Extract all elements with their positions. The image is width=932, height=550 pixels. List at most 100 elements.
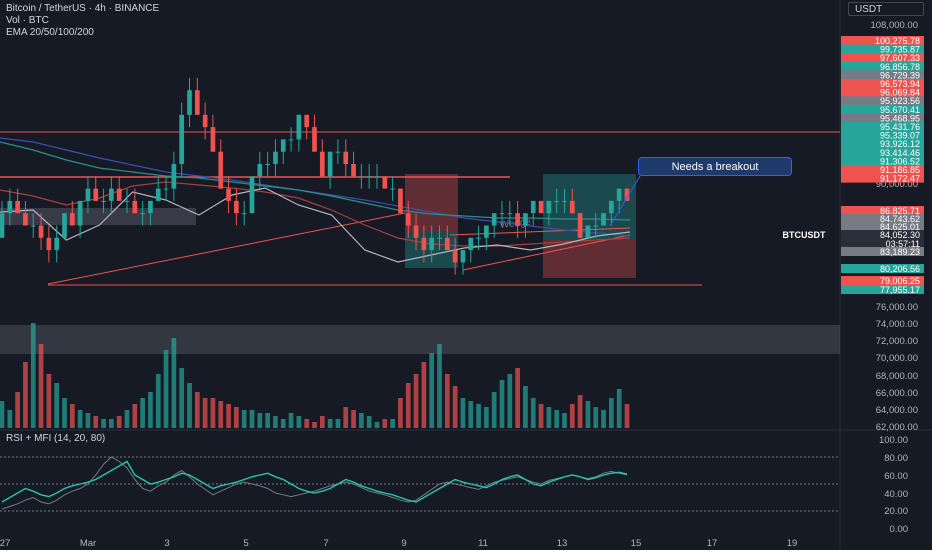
volume-bar [77, 410, 83, 428]
volume-bar [226, 404, 231, 428]
volume-bar [194, 392, 200, 428]
candle-body [171, 164, 177, 189]
volume-bar [140, 398, 145, 428]
candle [366, 164, 372, 189]
price-label-bg [841, 276, 924, 285]
long-stop-zone [543, 240, 636, 278]
candle-body [476, 237, 481, 239]
candle [444, 225, 450, 251]
candle [15, 188, 20, 214]
candle [69, 200, 75, 226]
candle [624, 188, 630, 201]
price-axis-tick: 108,000.00 [870, 20, 918, 31]
candle [437, 225, 442, 251]
candle [23, 200, 28, 226]
price-label-bg [841, 96, 924, 106]
candle-body [226, 188, 231, 201]
candle [382, 176, 388, 189]
candle-body [7, 200, 13, 214]
ema-legend[interactable]: EMA 20/50/100/200 [6, 27, 94, 38]
price-label: 80,206.56 [841, 264, 924, 274]
volume-bar [515, 368, 520, 428]
price-label-bg [841, 53, 924, 63]
candle [288, 127, 294, 152]
price-label-text: 84,052.30 [880, 230, 920, 240]
candle-body [468, 237, 474, 251]
candle-body [319, 151, 325, 177]
candle [273, 139, 278, 177]
price-label-text: 97,607.33 [880, 53, 920, 63]
symbol-title[interactable]: Bitcoin / TetherUS · 4h · BINANCE [6, 3, 160, 14]
price-label-text: 84,743.62 [880, 214, 920, 224]
time-axis-tick: 7 [323, 538, 328, 549]
time-axis-tick: 9 [401, 538, 406, 549]
volume-bar [601, 410, 606, 428]
candle [148, 200, 153, 226]
time-axis-tick: 17 [707, 538, 718, 549]
price-label: 96,729.39 [841, 70, 924, 80]
candle [327, 151, 333, 189]
volume-bar [351, 410, 356, 428]
candle-body [202, 114, 208, 128]
candle [241, 200, 247, 226]
price-label: 95,339.07 [841, 130, 924, 141]
candle-body [585, 225, 591, 238]
candle-body [593, 225, 599, 227]
rsi-axis-tick: 40.00 [884, 489, 908, 500]
candle [30, 213, 36, 238]
candle [585, 225, 591, 238]
candle-body [38, 225, 44, 238]
candle-body [437, 237, 442, 239]
candle [93, 176, 99, 201]
price-label: 03:57:11 [841, 239, 924, 249]
currency-selector[interactable]: USDT [848, 2, 924, 16]
candle-body [234, 200, 239, 214]
candle [577, 213, 583, 238]
volume-bar [124, 410, 130, 428]
price-label-bg [841, 104, 924, 114]
rsi-legend[interactable]: RSI + MFI (14, 20, 80) [6, 433, 106, 444]
candle [312, 114, 317, 152]
candle [468, 237, 474, 263]
volume-legend[interactable]: Vol · BTC [6, 15, 49, 26]
candle [546, 200, 552, 226]
candle [179, 102, 185, 177]
time-axis-tick: Mar [80, 538, 96, 549]
breakout-callout[interactable]: Needs a breakout [638, 157, 792, 176]
candle [46, 225, 52, 263]
price-label-text: 91,186.85 [880, 165, 920, 175]
volume-bar [304, 419, 310, 428]
candle [593, 213, 599, 238]
ema20-line [0, 187, 631, 263]
candle-body [148, 200, 153, 214]
wedge-lower-line [462, 234, 631, 271]
candle-body [523, 213, 528, 226]
volume-bar [460, 398, 466, 428]
price-label-bg [841, 79, 924, 88]
volume-bar [116, 416, 122, 428]
demand-zone [0, 325, 840, 354]
volume-bar [398, 398, 403, 428]
volume-bar [218, 401, 224, 428]
volume-bar [179, 368, 185, 428]
volume-bar [343, 407, 349, 428]
volume-bar [62, 398, 67, 428]
candle [249, 176, 255, 214]
price-label: 86,825.71 [841, 206, 924, 216]
price-label-bg [841, 147, 924, 157]
candle-body [124, 200, 130, 202]
candle-body [312, 127, 317, 152]
price-label: 77,955.17 [841, 285, 924, 295]
rsi-axis-tick: 80.00 [884, 453, 908, 464]
volume-bar [23, 362, 28, 428]
time-axis-tick: 5 [243, 538, 248, 549]
price-label: 99,735.87 [841, 44, 924, 55]
candle [538, 200, 544, 214]
price-label-text: 95,431.76 [880, 122, 920, 132]
volume-bar [593, 407, 599, 428]
price-label-bg [841, 222, 924, 231]
volume-bar [46, 374, 52, 428]
price-label: 95,431.76 [841, 122, 924, 132]
price-label-text: 100,275.78 [875, 36, 920, 46]
